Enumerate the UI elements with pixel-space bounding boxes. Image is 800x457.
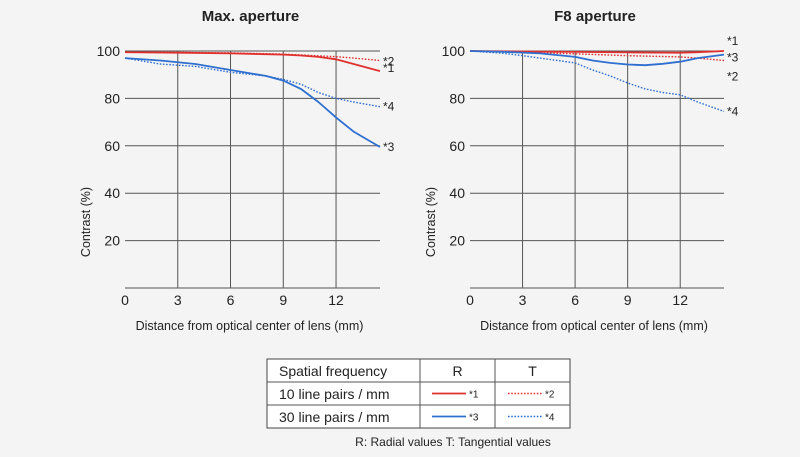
panel2-series-line-n3 <box>469 50 725 67</box>
panel1-x-tick-label-9: 9 <box>279 292 287 308</box>
legend-marker-r-2: *3 <box>469 413 479 424</box>
legend-marker-r-1: *1 <box>469 390 479 401</box>
legend-header-frequency: Spatial frequency <box>279 363 387 379</box>
legend-header-r: R <box>452 363 462 379</box>
panel2-y-tick-label-100: 100 <box>442 43 466 59</box>
panel1-x-tick-label-12: 12 <box>328 292 344 308</box>
panel1-y-tick-label-100: 100 <box>97 43 121 59</box>
panel1-x-tick-label-6: 6 <box>227 292 235 308</box>
panel1-series-line-n3 <box>124 57 381 148</box>
panel1-series-line-n4 <box>124 57 381 108</box>
panel1-x-tick-label-3: 3 <box>174 292 182 308</box>
panel2-y-tick-label-60: 60 <box>449 138 465 154</box>
panel2-y-tick-label-40: 40 <box>449 185 465 201</box>
panel1-x-tick-label-0: 0 <box>121 292 129 308</box>
panel2-x-axis-label: Distance from optical center of lens (mm… <box>480 319 708 333</box>
panel1-y-tick-label-40: 40 <box>104 185 120 201</box>
panel1-series-label-n1: *1 <box>383 61 395 75</box>
panel2-series-label-n1: *1 <box>727 34 739 48</box>
panel1-series-label-n2: *2 <box>383 54 395 68</box>
panel1-x-axis-label: Distance from optical center of lens (mm… <box>136 319 364 333</box>
panel2-y-tick-label-80: 80 <box>449 90 465 106</box>
panel2-x-tick-label-9: 9 <box>624 292 632 308</box>
panel1-series-label-n3: *3 <box>383 140 395 154</box>
legend-marker-t-2: *4 <box>545 413 555 424</box>
panel2-series-label-n2: *2 <box>727 69 739 83</box>
panel2-y-axis-label: Contrast (%) <box>424 187 438 257</box>
panel2-series-label-n3: *3 <box>727 51 739 65</box>
panel1-series-label-n4: *4 <box>383 100 395 114</box>
legend-header-t: T <box>528 363 537 379</box>
legend-row-label-1: 10 line pairs / mm <box>279 386 389 402</box>
panel1-y-axis-label: Contrast (%) <box>79 187 93 257</box>
panel1-y-tick-label-20: 20 <box>104 233 120 249</box>
panel1-y-tick-label-60: 60 <box>104 138 120 154</box>
panel2-x-tick-label-3: 3 <box>519 292 527 308</box>
panel1-chart-title: Max. aperture <box>202 8 300 25</box>
panel2-series-label-n4: *4 <box>727 104 739 118</box>
panel1-series-line-n1 <box>124 51 381 72</box>
panel1-y-tick-label-80: 80 <box>104 90 120 106</box>
panel1-series-line-n2 <box>124 51 381 62</box>
panel2-chart-title: F8 aperture <box>554 8 636 25</box>
panel2-x-tick-label-0: 0 <box>466 292 474 308</box>
legend-marker-t-1: *2 <box>545 390 555 401</box>
legend-table <box>266 358 571 429</box>
legend-footnote: R: Radial values T: Tangential values <box>355 435 551 449</box>
panel2-y-tick-label-20: 20 <box>449 233 465 249</box>
panel2-x-tick-label-12: 12 <box>672 292 688 308</box>
legend-row-label-2: 30 line pairs / mm <box>279 409 389 425</box>
panel2-x-tick-label-6: 6 <box>571 292 579 308</box>
